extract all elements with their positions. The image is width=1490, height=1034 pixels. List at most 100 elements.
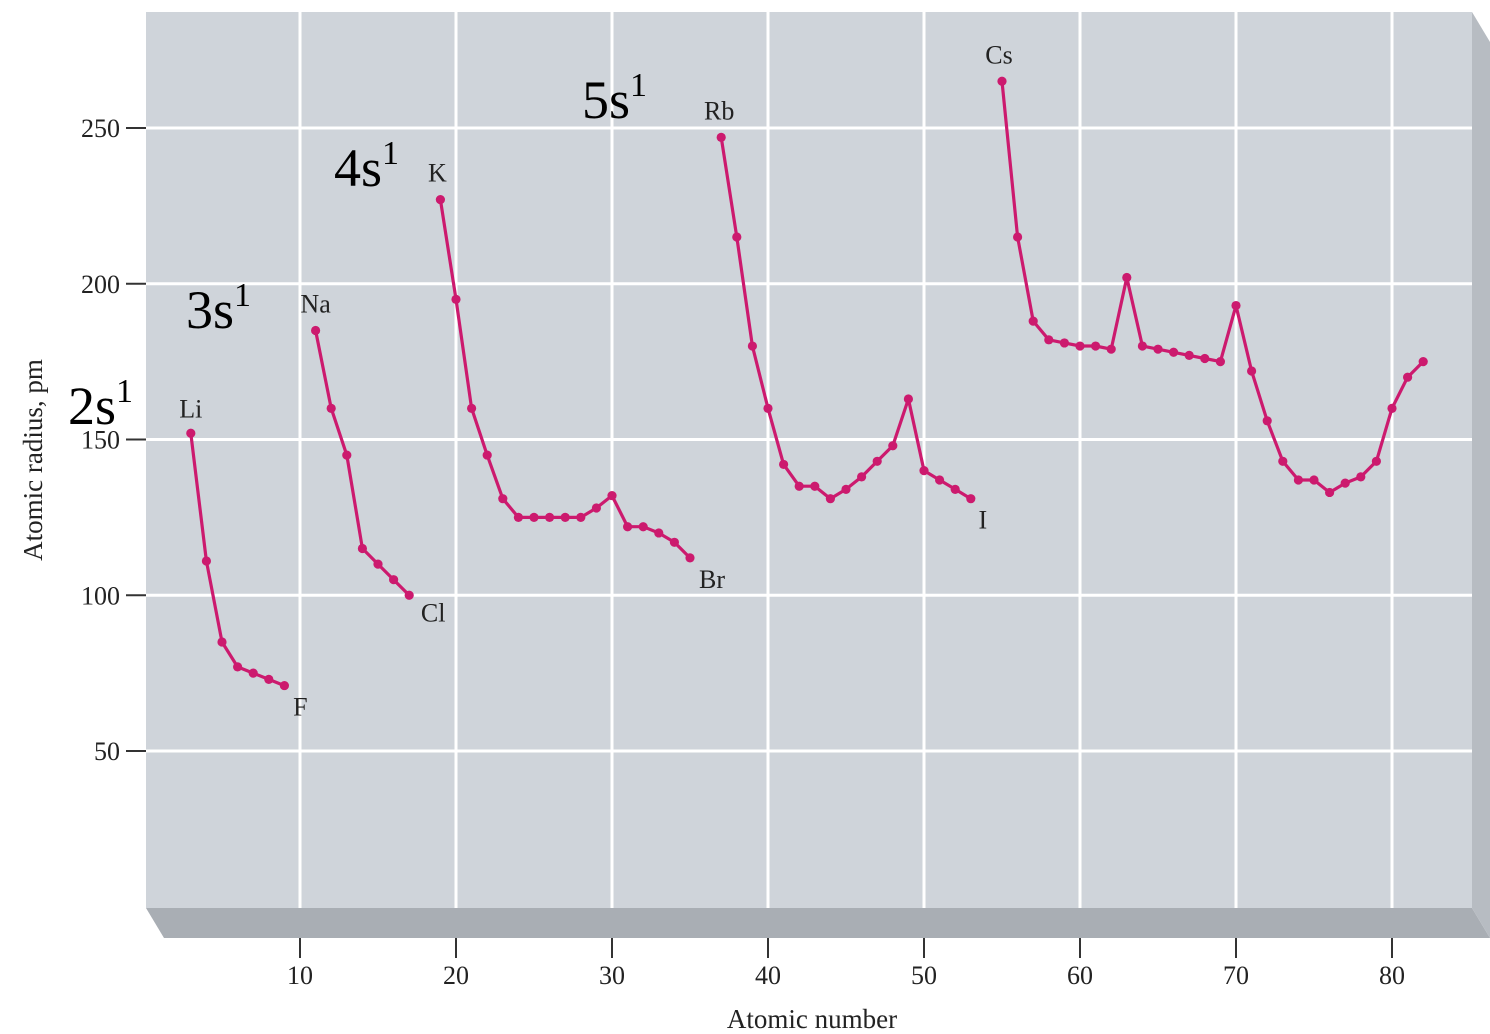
x-tick-label: 10 [287, 961, 313, 990]
data-point [545, 512, 555, 522]
data-point [997, 76, 1007, 86]
data-point [669, 537, 680, 547]
data-point [482, 450, 492, 460]
shell-annotation-base: 2s [68, 376, 116, 436]
data-point [1403, 372, 1413, 382]
shell-annotation-base: 4s [334, 138, 382, 198]
data-point [311, 325, 321, 336]
data-point [841, 484, 851, 494]
element-label-rb: Rb [704, 96, 734, 125]
data-point [279, 680, 289, 691]
data-point [1309, 475, 1319, 485]
data-point [373, 559, 383, 569]
plot-frame [146, 12, 1490, 938]
element-label-li: Li [179, 394, 202, 423]
x-tick-label: 70 [1223, 961, 1249, 990]
data-point [451, 294, 461, 304]
data-point [966, 494, 976, 504]
data-point [623, 522, 633, 532]
data-series [186, 76, 1428, 691]
data-point [1059, 338, 1069, 348]
x-tick-label: 60 [1067, 961, 1093, 990]
data-point [404, 590, 414, 600]
data-point [935, 475, 945, 485]
data-point [201, 556, 211, 566]
data-point [591, 503, 602, 513]
axes: 50 100 150 200 250 10 20 30 40 50 60 70 80 [81, 114, 1405, 990]
data-point [950, 484, 960, 494]
data-point [825, 494, 836, 504]
data-point [1356, 472, 1366, 482]
x-tick-label: 80 [1379, 961, 1405, 990]
y-tick-label: 50 [94, 737, 120, 766]
data-point [1278, 456, 1288, 466]
element-label-cl: Cl [421, 598, 446, 627]
plot-base-right [1472, 12, 1490, 938]
data-point [1137, 341, 1147, 351]
data-point [1418, 357, 1428, 367]
data-point [357, 543, 367, 554]
data-point [467, 403, 477, 413]
y-tick-label: 100 [81, 581, 120, 610]
data-point [1091, 341, 1101, 351]
data-point [1325, 487, 1335, 498]
element-label-cs: Cs [985, 40, 1012, 69]
data-point [1231, 300, 1241, 311]
plot-base-bottom [146, 908, 1490, 938]
element-label-f: F [293, 693, 307, 722]
x-tick-label: 30 [599, 961, 625, 990]
data-point [389, 575, 399, 585]
data-point [1122, 272, 1132, 283]
y-axis-title: Atomic radius, pm [18, 359, 48, 561]
shell-annotation-3s1: 3s1 [186, 277, 251, 340]
data-point [217, 637, 227, 647]
data-point [435, 195, 445, 205]
data-point [529, 512, 539, 522]
element-labels: Li F Na Cl K Br Rb I Cs [179, 40, 1012, 721]
grid-lines [146, 12, 1472, 908]
shell-annotation-2s1: 2s1 [68, 373, 133, 436]
shell-annotation-superscript: 1 [382, 135, 399, 172]
data-point [872, 456, 882, 466]
data-point [513, 512, 524, 522]
data-point [1106, 344, 1116, 354]
data-point [1028, 316, 1038, 326]
shell-annotation-superscript: 1 [630, 67, 647, 104]
data-point [1262, 416, 1272, 426]
data-point [857, 472, 867, 482]
data-point [779, 459, 789, 470]
y-tick-label: 150 [81, 426, 120, 455]
data-point [685, 553, 695, 563]
shell-annotation-5s1: 5s1 [582, 67, 647, 130]
data-point [654, 528, 664, 538]
data-point [794, 481, 804, 491]
data-point [747, 341, 758, 351]
y-tick-label: 200 [81, 270, 120, 299]
data-point [1075, 341, 1085, 351]
x-tick-label: 40 [755, 961, 781, 990]
data-point [732, 232, 742, 242]
x-tick-label: 20 [443, 961, 469, 990]
data-point [1340, 478, 1350, 488]
data-point [607, 490, 617, 501]
data-point [1169, 347, 1179, 357]
x-axis-title: Atomic number [727, 1004, 897, 1034]
data-point [919, 466, 929, 476]
data-point [264, 674, 274, 684]
data-point [763, 403, 773, 413]
shell-annotation-base: 3s [186, 280, 234, 340]
element-label-br: Br [699, 565, 725, 594]
data-point [186, 428, 196, 438]
data-point [888, 441, 898, 451]
data-point [342, 450, 352, 460]
data-point [326, 403, 336, 413]
element-label-i: I [978, 506, 987, 535]
data-point [716, 132, 726, 142]
series-line-4 [1000, 81, 1425, 495]
data-point [1215, 357, 1225, 367]
data-point [638, 522, 648, 532]
data-point [498, 494, 508, 504]
